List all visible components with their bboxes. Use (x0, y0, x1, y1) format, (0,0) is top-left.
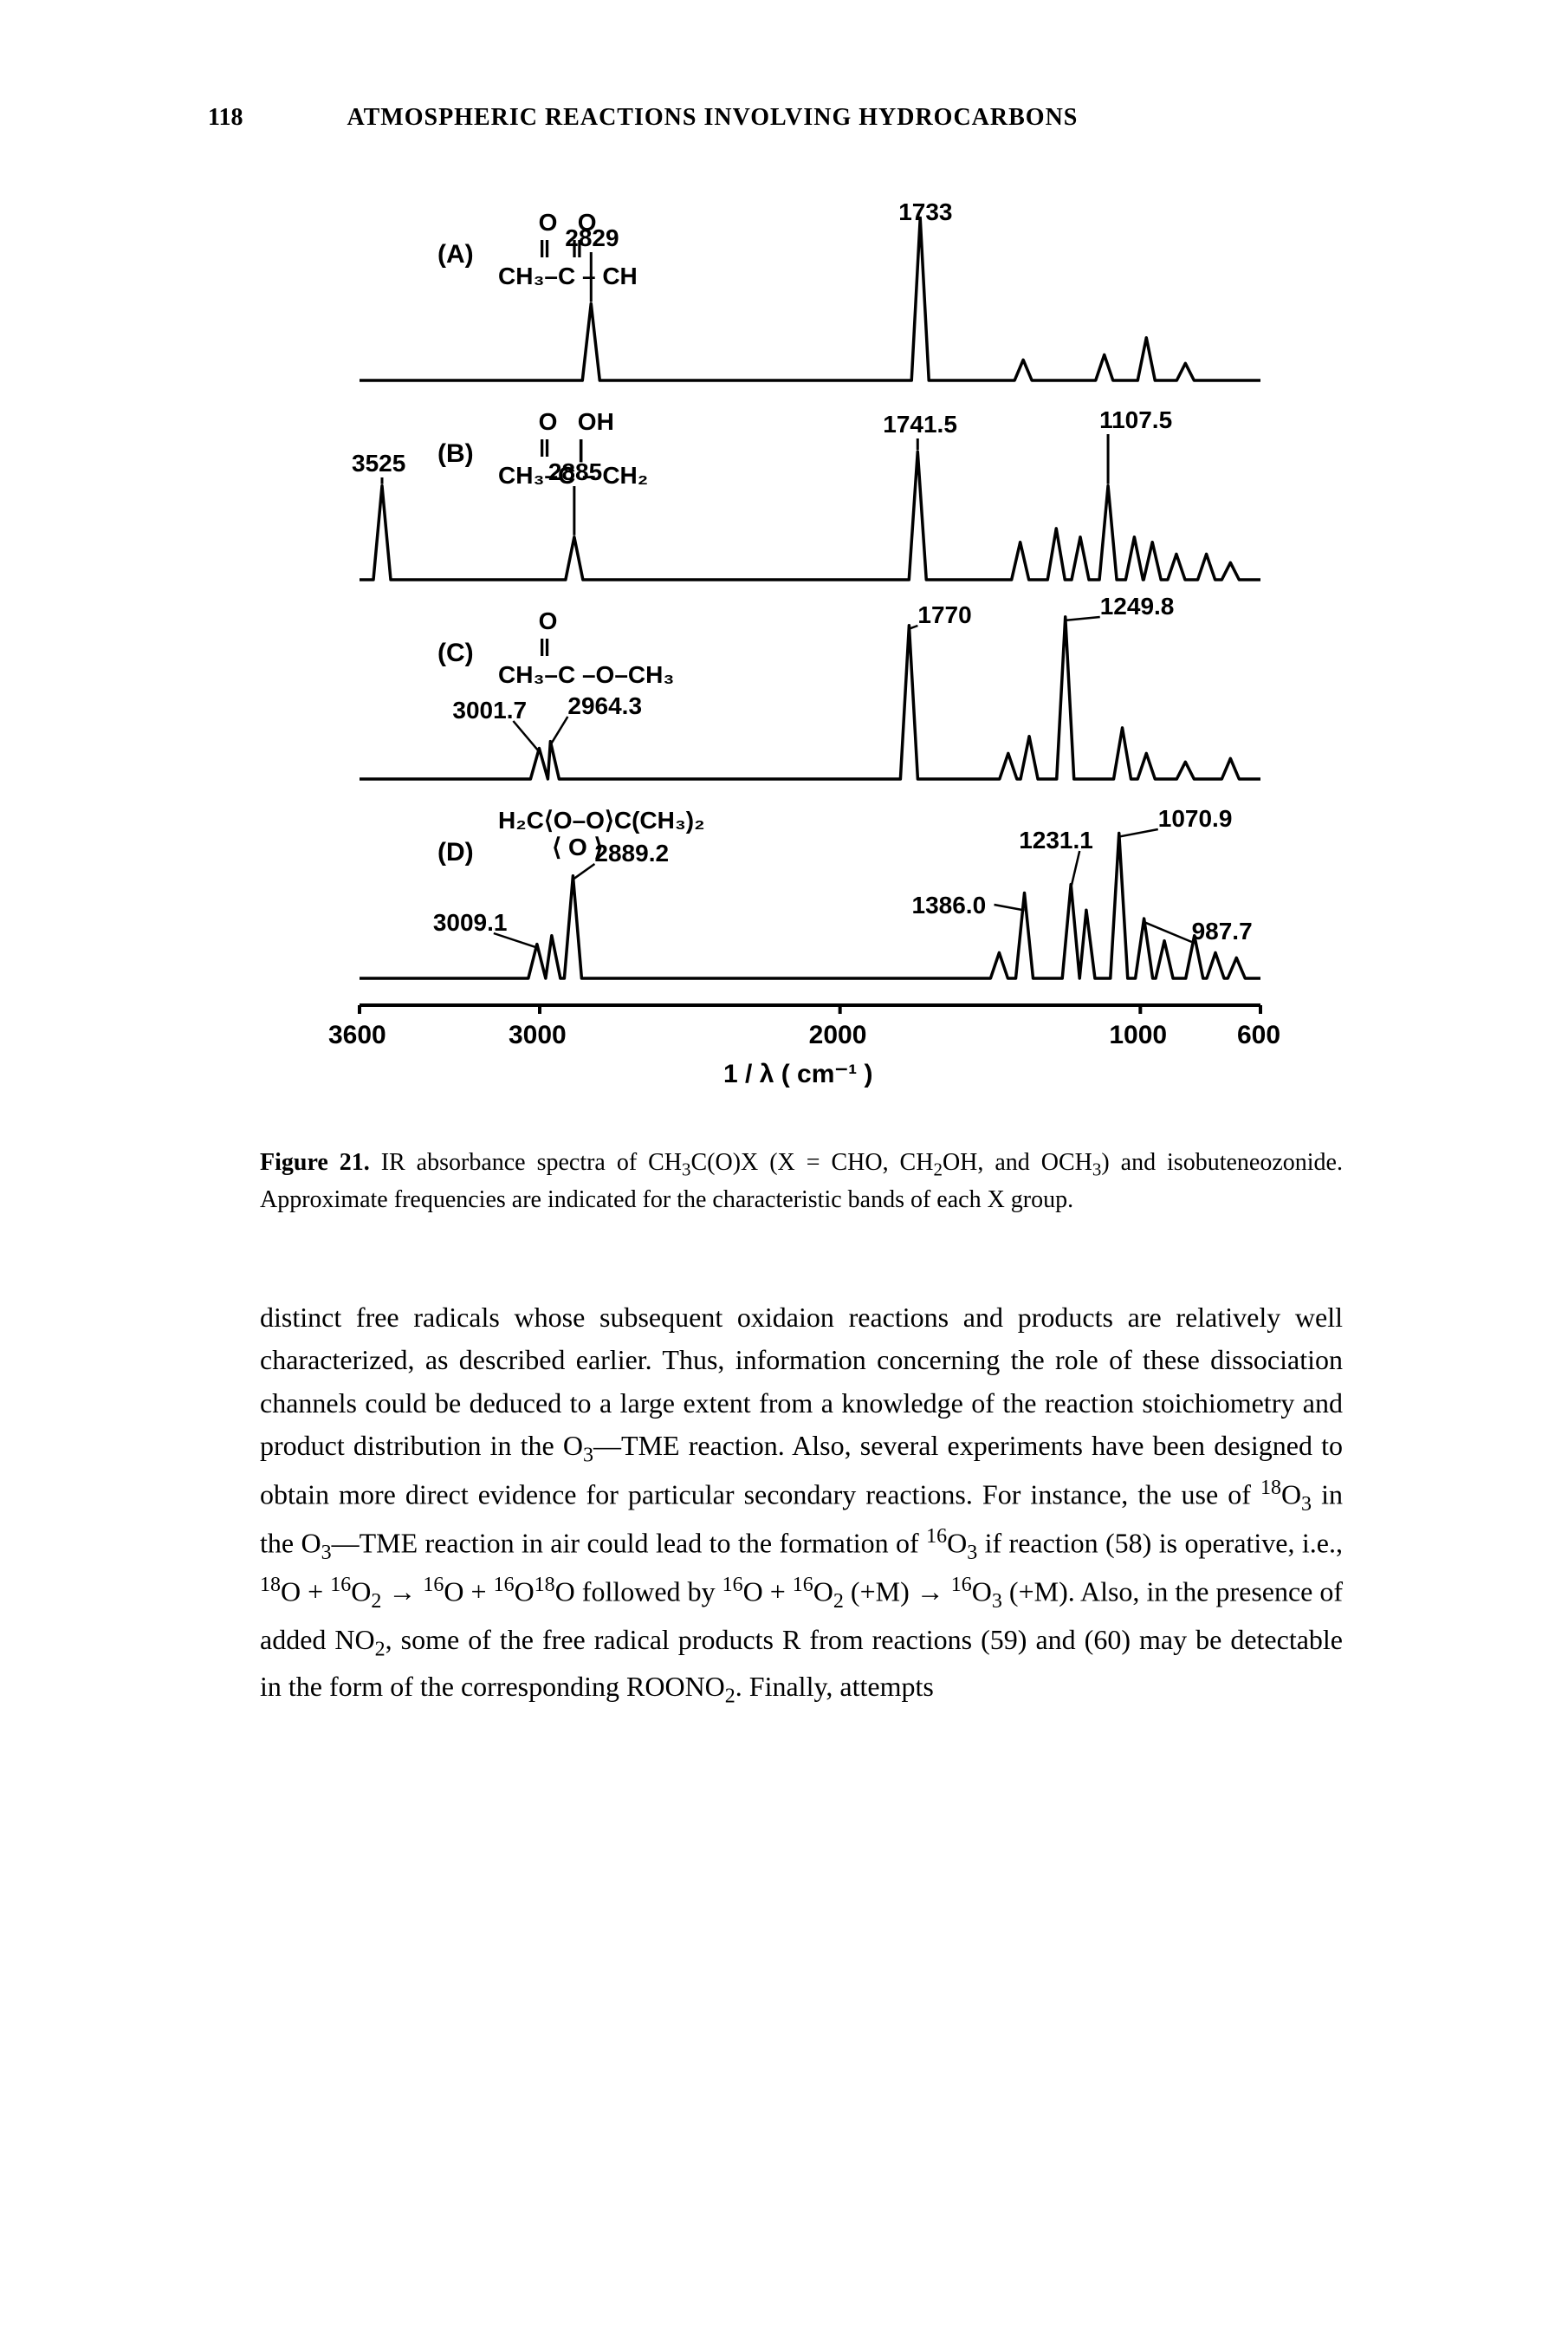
peak-label: 3525 (352, 450, 405, 477)
structure-formula: O ‖ CH₃–C –O–CH₃ (498, 608, 674, 688)
peak-label: 1249.8 (1100, 593, 1175, 620)
figure-caption: Figure 21. IR absorbance spectra of CH3C… (260, 1146, 1343, 1218)
panel-id-label: (C) (437, 639, 474, 668)
axis-title: 1 / λ ( cm⁻¹ ) (723, 1059, 873, 1089)
figure-21: (A) O O ‖ ‖ CH₃–C – CH28291733(B) O OH ‖… (325, 201, 1278, 1102)
peak-label: 987.7 (1192, 918, 1253, 945)
spectrum-panel-a: (A) O O ‖ ‖ CH₃–C – CH28291733 (325, 201, 1278, 400)
peak-label: 1231.1 (1019, 827, 1093, 854)
peak-label: 2885 (548, 458, 602, 486)
body-paragraph: distinct free radicals whose subsequent … (260, 1296, 1343, 1713)
peak-label: 1770 (917, 601, 971, 629)
peak-label: 2829 (565, 224, 619, 252)
panel-id-label: (A) (437, 240, 474, 269)
peak-label: 2964.3 (567, 692, 642, 720)
panel-id-label: (D) (437, 838, 474, 867)
x-axis: 36003000200010006001 / λ ( cm⁻¹ ) (325, 998, 1278, 1102)
peak-label: 1733 (898, 198, 952, 226)
peak-label: 1107.5 (1099, 406, 1172, 434)
peak-label: 1386.0 (912, 892, 987, 919)
spectrum-panel-d: (D)H₂C⟨O–O⟩C(CH₃)₂ ⟨ O ⟩3009.12889.21386… (325, 799, 1278, 998)
peak-label: 1741.5 (883, 411, 957, 438)
page-header: 118 ATMOSPHERIC REACTIONS INVOLVING HYDR… (208, 104, 1395, 132)
panel-id-label: (B) (437, 439, 474, 469)
peak-label: 2889.2 (594, 840, 669, 867)
spectrum-panel-c: (C) O ‖ CH₃–C –O–CH₃3001.72964.317701249… (325, 600, 1278, 799)
spectrum-panel-b: (B) O OH ‖ | CH₃–C – CH₂352528851741.511… (325, 400, 1278, 600)
peak-label: 1070.9 (1158, 805, 1233, 833)
peak-label: 3001.7 (452, 697, 527, 724)
chapter-title: ATMOSPHERIC REACTIONS INVOLVING HYDROCAR… (347, 104, 1078, 132)
peak-label: 3009.1 (433, 909, 508, 937)
page-number: 118 (208, 104, 243, 132)
